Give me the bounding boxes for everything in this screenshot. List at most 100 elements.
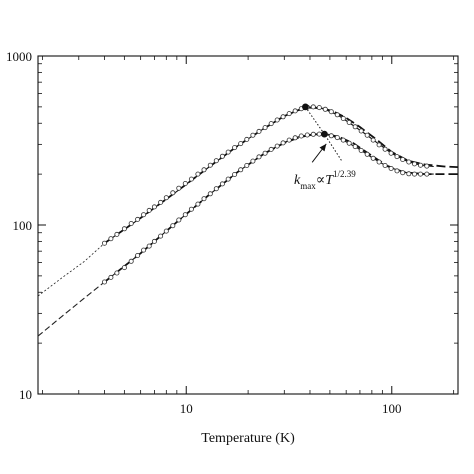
data-point (121, 226, 127, 232)
data-point (225, 149, 231, 155)
dashed-fit-line (103, 106, 459, 244)
data-point (376, 159, 382, 165)
data-point (195, 171, 201, 177)
data-point (400, 156, 406, 162)
data-point (225, 176, 231, 182)
data-point (346, 140, 352, 146)
data-point (102, 279, 108, 285)
data-point (286, 137, 292, 143)
data-point (158, 199, 164, 205)
low-temperature-extrapolation-line (37, 281, 105, 337)
data-point (280, 114, 286, 120)
annotation-proportional-t: ∝T (316, 173, 334, 188)
x-tick-label: 10 (180, 401, 193, 416)
data-point (417, 171, 423, 177)
data-point (334, 112, 340, 118)
data-point (358, 147, 364, 153)
data-point (262, 150, 268, 156)
data-points (102, 104, 430, 285)
data-point (158, 233, 164, 239)
data-point (424, 171, 430, 177)
data-point (382, 162, 388, 168)
data-point (274, 117, 280, 123)
data-point (340, 137, 346, 143)
data-point (207, 191, 213, 197)
data-point (182, 212, 188, 218)
y-tick-label: 10 (19, 387, 32, 402)
data-point (102, 240, 108, 246)
data-point (135, 252, 141, 258)
data-point (141, 212, 147, 218)
data-point (219, 181, 225, 187)
data-point (262, 125, 268, 131)
data-point (406, 171, 412, 177)
data-point (176, 217, 182, 223)
data-point (201, 196, 207, 202)
data-point (213, 186, 219, 192)
data-point (304, 132, 310, 138)
data-point (411, 161, 417, 167)
data-point (417, 162, 423, 168)
data-point (250, 158, 256, 164)
data-point (388, 150, 394, 156)
annotation-arrow-head (319, 143, 327, 152)
data-point (232, 145, 238, 151)
low-temperature-extrapolation-line (37, 242, 105, 297)
data-point (213, 158, 219, 164)
solid-fit-line (104, 106, 434, 244)
dashed-fit-line (103, 133, 458, 283)
annotation-superscript: 1/2.39 (333, 169, 356, 179)
data-point (298, 133, 304, 139)
x-axis-label: Temperature (K) (201, 431, 295, 446)
data-point (151, 204, 157, 210)
data-point (163, 195, 169, 201)
data-point (238, 167, 244, 173)
data-point (364, 151, 370, 157)
data-point (322, 106, 328, 112)
data-point (146, 207, 152, 213)
data-point (328, 109, 334, 115)
data-point (328, 133, 334, 139)
data-point (238, 141, 244, 147)
data-point (340, 116, 346, 122)
data-point (364, 132, 370, 138)
annotation-label: kmax∝T1/2.39 (294, 169, 356, 191)
data-point (352, 144, 358, 150)
data-point (274, 143, 280, 149)
data-point (135, 216, 141, 222)
data-point (121, 265, 127, 271)
data-point (108, 274, 114, 280)
data-point (268, 121, 274, 127)
data-point (376, 142, 382, 148)
data-point (128, 220, 134, 226)
data-point (182, 180, 188, 186)
data-point (114, 270, 120, 276)
data-point (292, 135, 298, 141)
data-point (151, 238, 157, 244)
data-point (201, 167, 207, 173)
data-point (406, 159, 412, 165)
x-tick-label: 100 (382, 401, 402, 416)
y-tick-label: 1000 (6, 49, 32, 64)
data-point (163, 228, 169, 234)
data-point (176, 185, 182, 191)
data-point (358, 128, 364, 134)
data-point (244, 162, 250, 168)
y-tick-label: 100 (13, 218, 33, 233)
data-point (310, 131, 316, 137)
data-point (280, 140, 286, 146)
annotation-subscript: max (300, 181, 316, 191)
data-point (188, 176, 194, 182)
data-point (286, 111, 292, 117)
data-point (310, 104, 316, 110)
data-point (250, 132, 256, 138)
data-point (316, 105, 322, 111)
data-point (170, 223, 176, 229)
data-point (195, 201, 201, 207)
axis-ticks: 10 100 1000 10 100 (6, 49, 458, 416)
annotation-k: k (294, 173, 301, 188)
data-point (394, 154, 400, 160)
data-point (170, 190, 176, 196)
